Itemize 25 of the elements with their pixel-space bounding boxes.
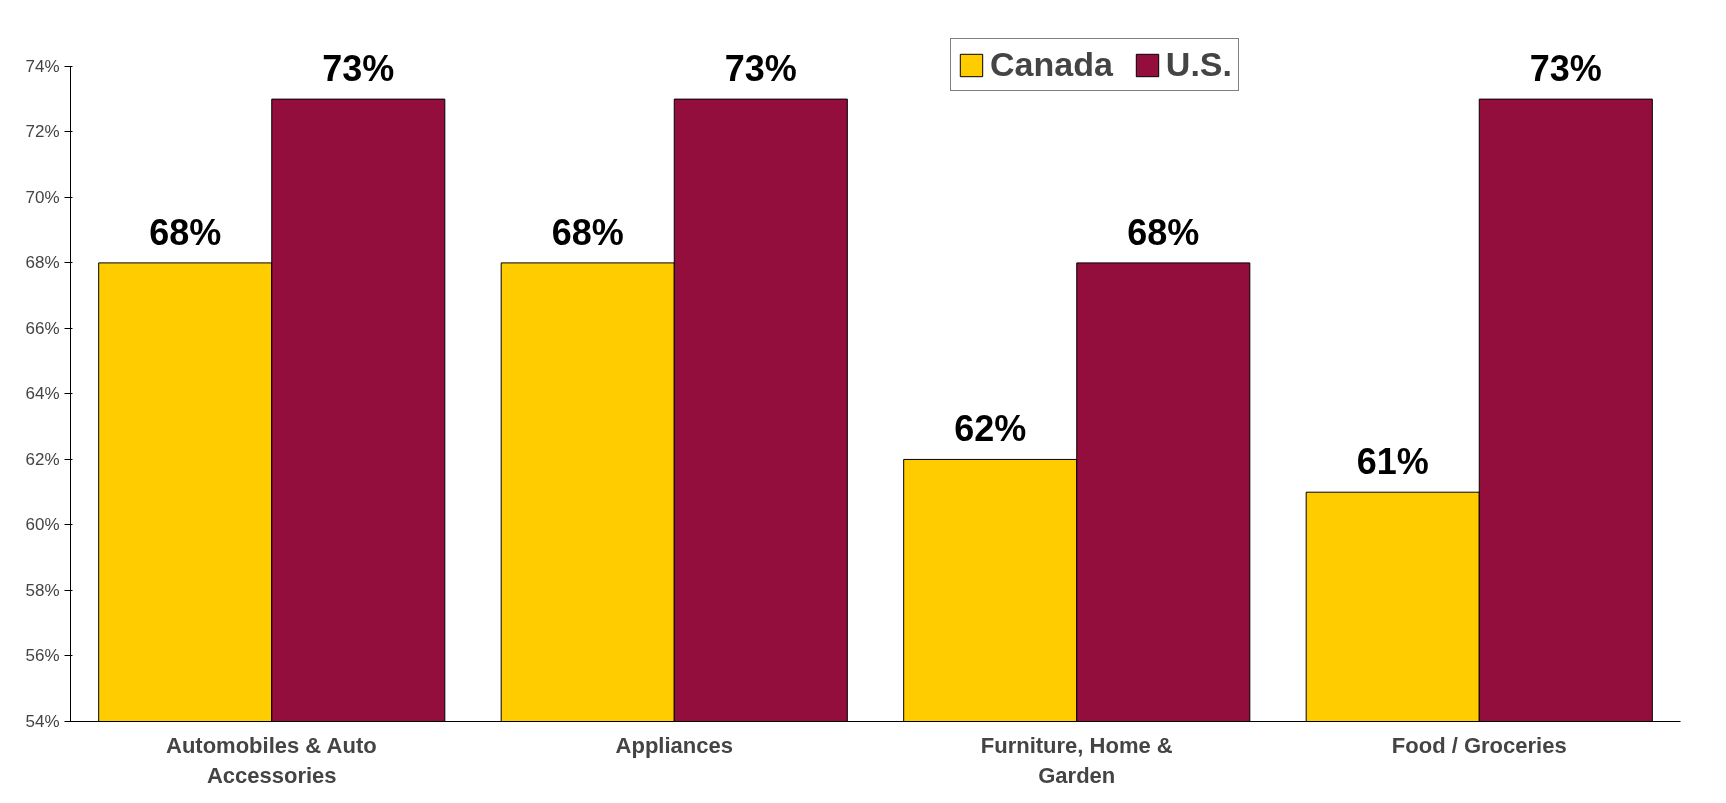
data-label: 62% [954, 408, 1027, 450]
y-tick-label: 64% [25, 384, 60, 404]
y-tick-label: 54% [25, 712, 60, 731]
x-tick-label: Food / Groceries [1391, 732, 1567, 758]
y-tick-label: 58% [25, 580, 60, 600]
data-label: 73% [322, 48, 395, 90]
data-label: 68% [1127, 211, 1200, 253]
data-label: 73% [1529, 48, 1602, 90]
y-tick-label: 62% [25, 449, 60, 469]
y-tick-label: 68% [25, 253, 60, 273]
y-tick-label: 56% [25, 646, 60, 666]
legend-label: Canada [990, 45, 1113, 84]
y-tick-label: 72% [25, 122, 60, 142]
y-tick-label: 70% [25, 187, 60, 207]
data-label: 68% [149, 211, 222, 253]
x-tick-label: Automobiles & Auto Accessories [166, 732, 377, 788]
data-label: 68% [551, 211, 624, 253]
data-label: 61% [1356, 441, 1429, 483]
x-tick-label: Furniture, Home & Garden [980, 732, 1173, 788]
y-tick-label: 74% [25, 56, 60, 76]
legend-label: U.S. [1165, 45, 1232, 84]
y-tick-label: 60% [25, 515, 60, 535]
data-label: 73% [724, 48, 797, 90]
y-tick-label: 66% [25, 318, 60, 338]
x-tick-label: Appliances [615, 732, 733, 758]
